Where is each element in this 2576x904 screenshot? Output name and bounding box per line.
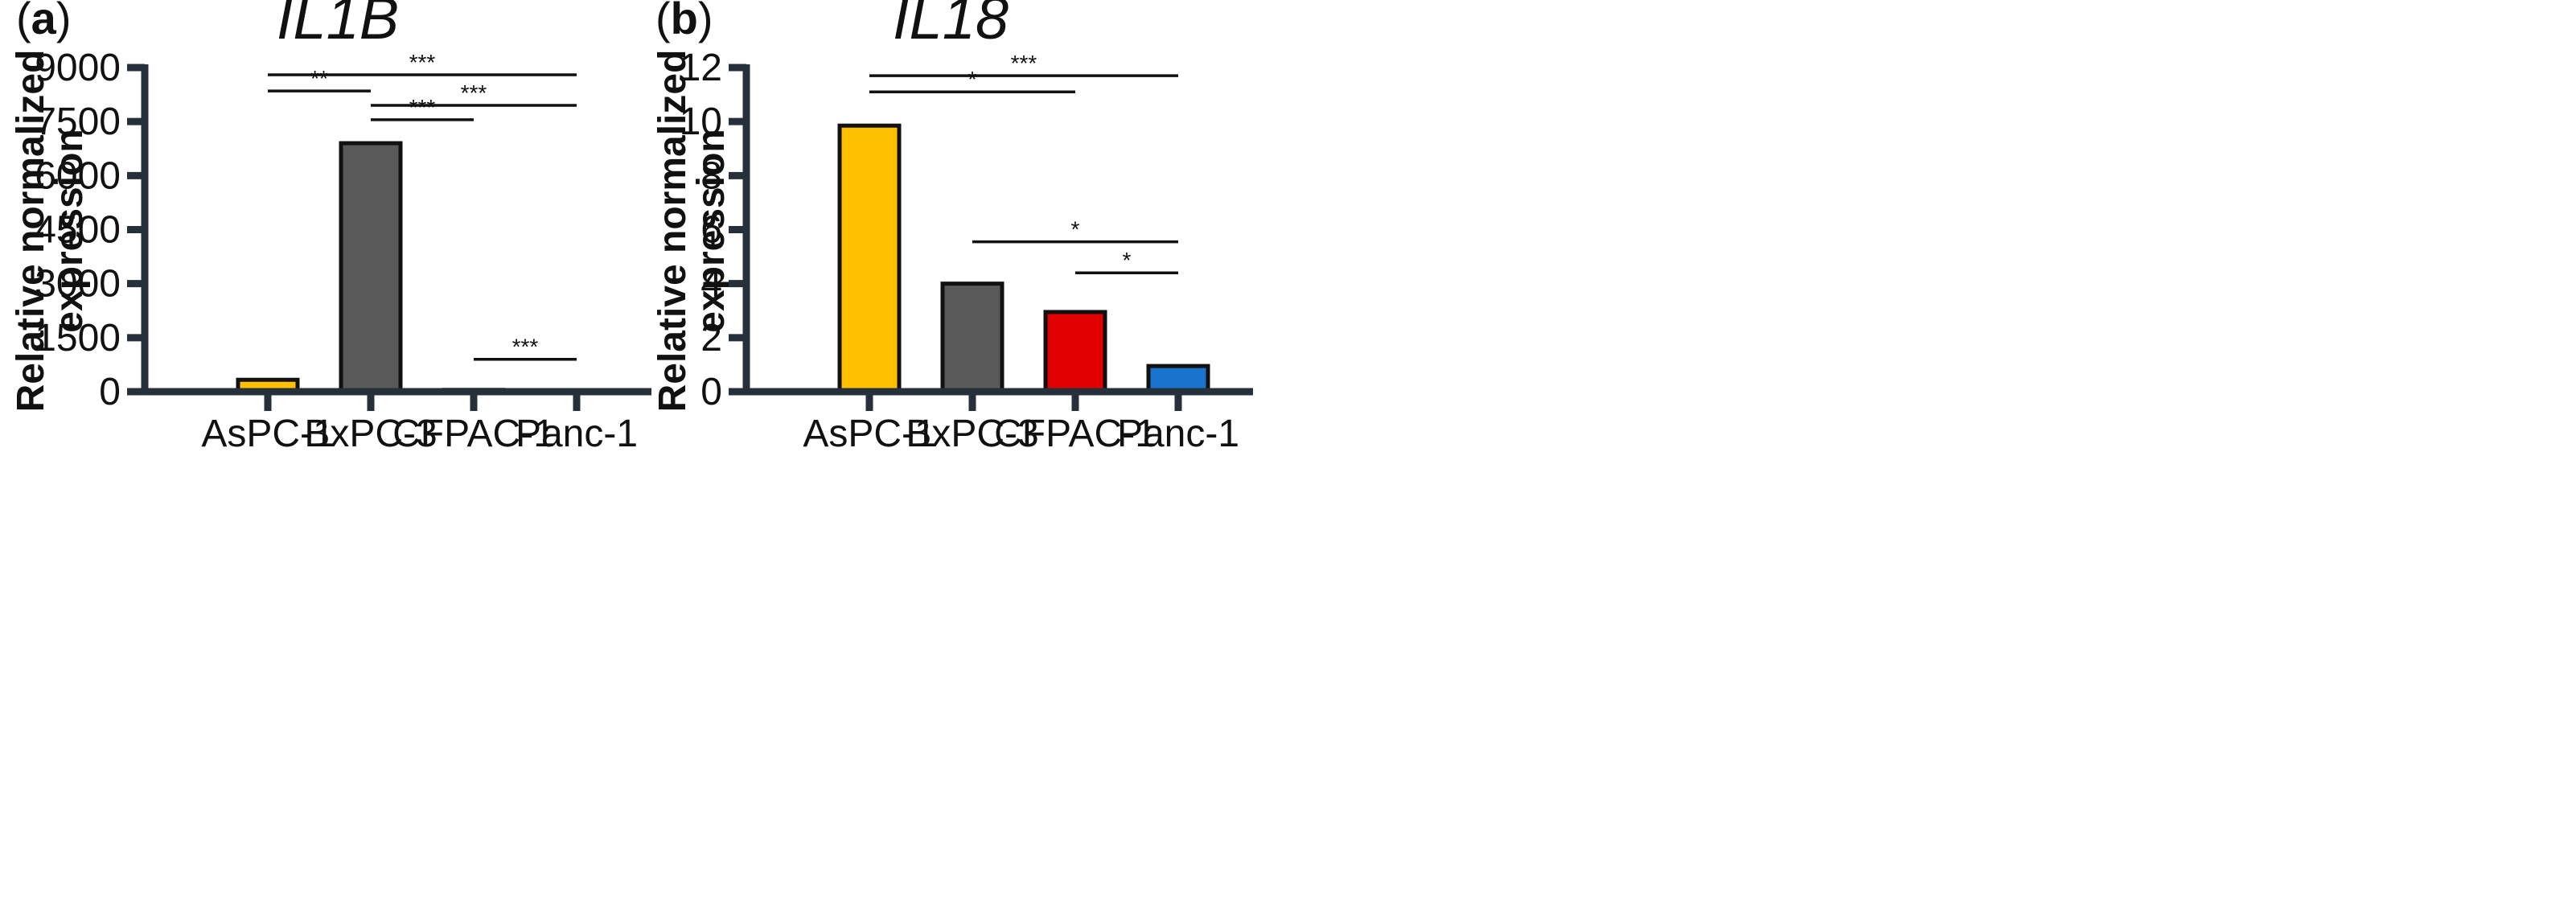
significance-label: * — [1123, 248, 1132, 273]
y-tick-label: 0 — [700, 371, 722, 413]
bar-panc-1 — [1146, 364, 1210, 394]
x-tick-label: Panc-1 — [1117, 413, 1239, 455]
significance-label: *** — [409, 50, 436, 75]
x-tick-label: CFPAC-1 — [994, 413, 1157, 455]
y-tick-label: 1500 — [35, 317, 121, 360]
y-tick-label: 3000 — [35, 263, 121, 306]
y-axis-label-line: Relative normalized — [10, 50, 52, 413]
y-axis-label: Relative normalizedexpression — [10, 50, 91, 413]
y-tick-label: 12 — [680, 47, 722, 89]
y-tick-label: 10 — [680, 101, 722, 143]
panel-label: (b) — [655, 0, 713, 43]
bar-bxpc-3 — [339, 141, 403, 394]
significance-label: ** — [310, 66, 328, 91]
y-tick-label: 4500 — [35, 209, 121, 252]
y-axis-label-line: Relative normalized — [651, 50, 694, 413]
significance-label: *** — [1011, 51, 1037, 76]
bar-bxpc-3 — [940, 281, 1005, 394]
y-axis-label-line: expression — [48, 129, 91, 332]
x-tick-label: CFPAC-1 — [392, 413, 555, 455]
y-tick-label: 9000 — [35, 47, 121, 89]
significance-label: *** — [461, 80, 487, 105]
y-tick-label: 2 — [700, 317, 722, 360]
chart-title: IL18 — [893, 0, 1009, 51]
bar-aspc-1 — [837, 123, 902, 394]
bar-cfpac-1 — [1043, 310, 1107, 394]
y-tick-label: 4 — [700, 263, 722, 306]
chart-title: IL1B — [277, 0, 399, 51]
y-tick-label: 6000 — [35, 154, 121, 197]
x-tick-label: AsPC-1 — [201, 413, 334, 455]
significance-label: *** — [512, 335, 539, 360]
y-axis-label-line: expression — [690, 129, 733, 332]
significance-label: *** — [409, 95, 436, 120]
panel-label: (a) — [16, 0, 71, 43]
significance-label: * — [968, 67, 977, 92]
y-tick-label: 8 — [700, 154, 722, 197]
x-tick-label: Panc-1 — [516, 413, 638, 455]
x-tick-label: BxPC-3 — [906, 413, 1038, 455]
y-tick-label: 0 — [99, 371, 121, 413]
x-tick-label: BxPC-3 — [304, 413, 437, 455]
y-tick-label: 6 — [700, 209, 722, 252]
significance-label: * — [1071, 217, 1080, 242]
y-axis-label: Relative normalizedexpression — [651, 50, 733, 413]
y-tick-label: 7500 — [35, 101, 121, 143]
x-tick-label: AsPC-1 — [803, 413, 935, 455]
